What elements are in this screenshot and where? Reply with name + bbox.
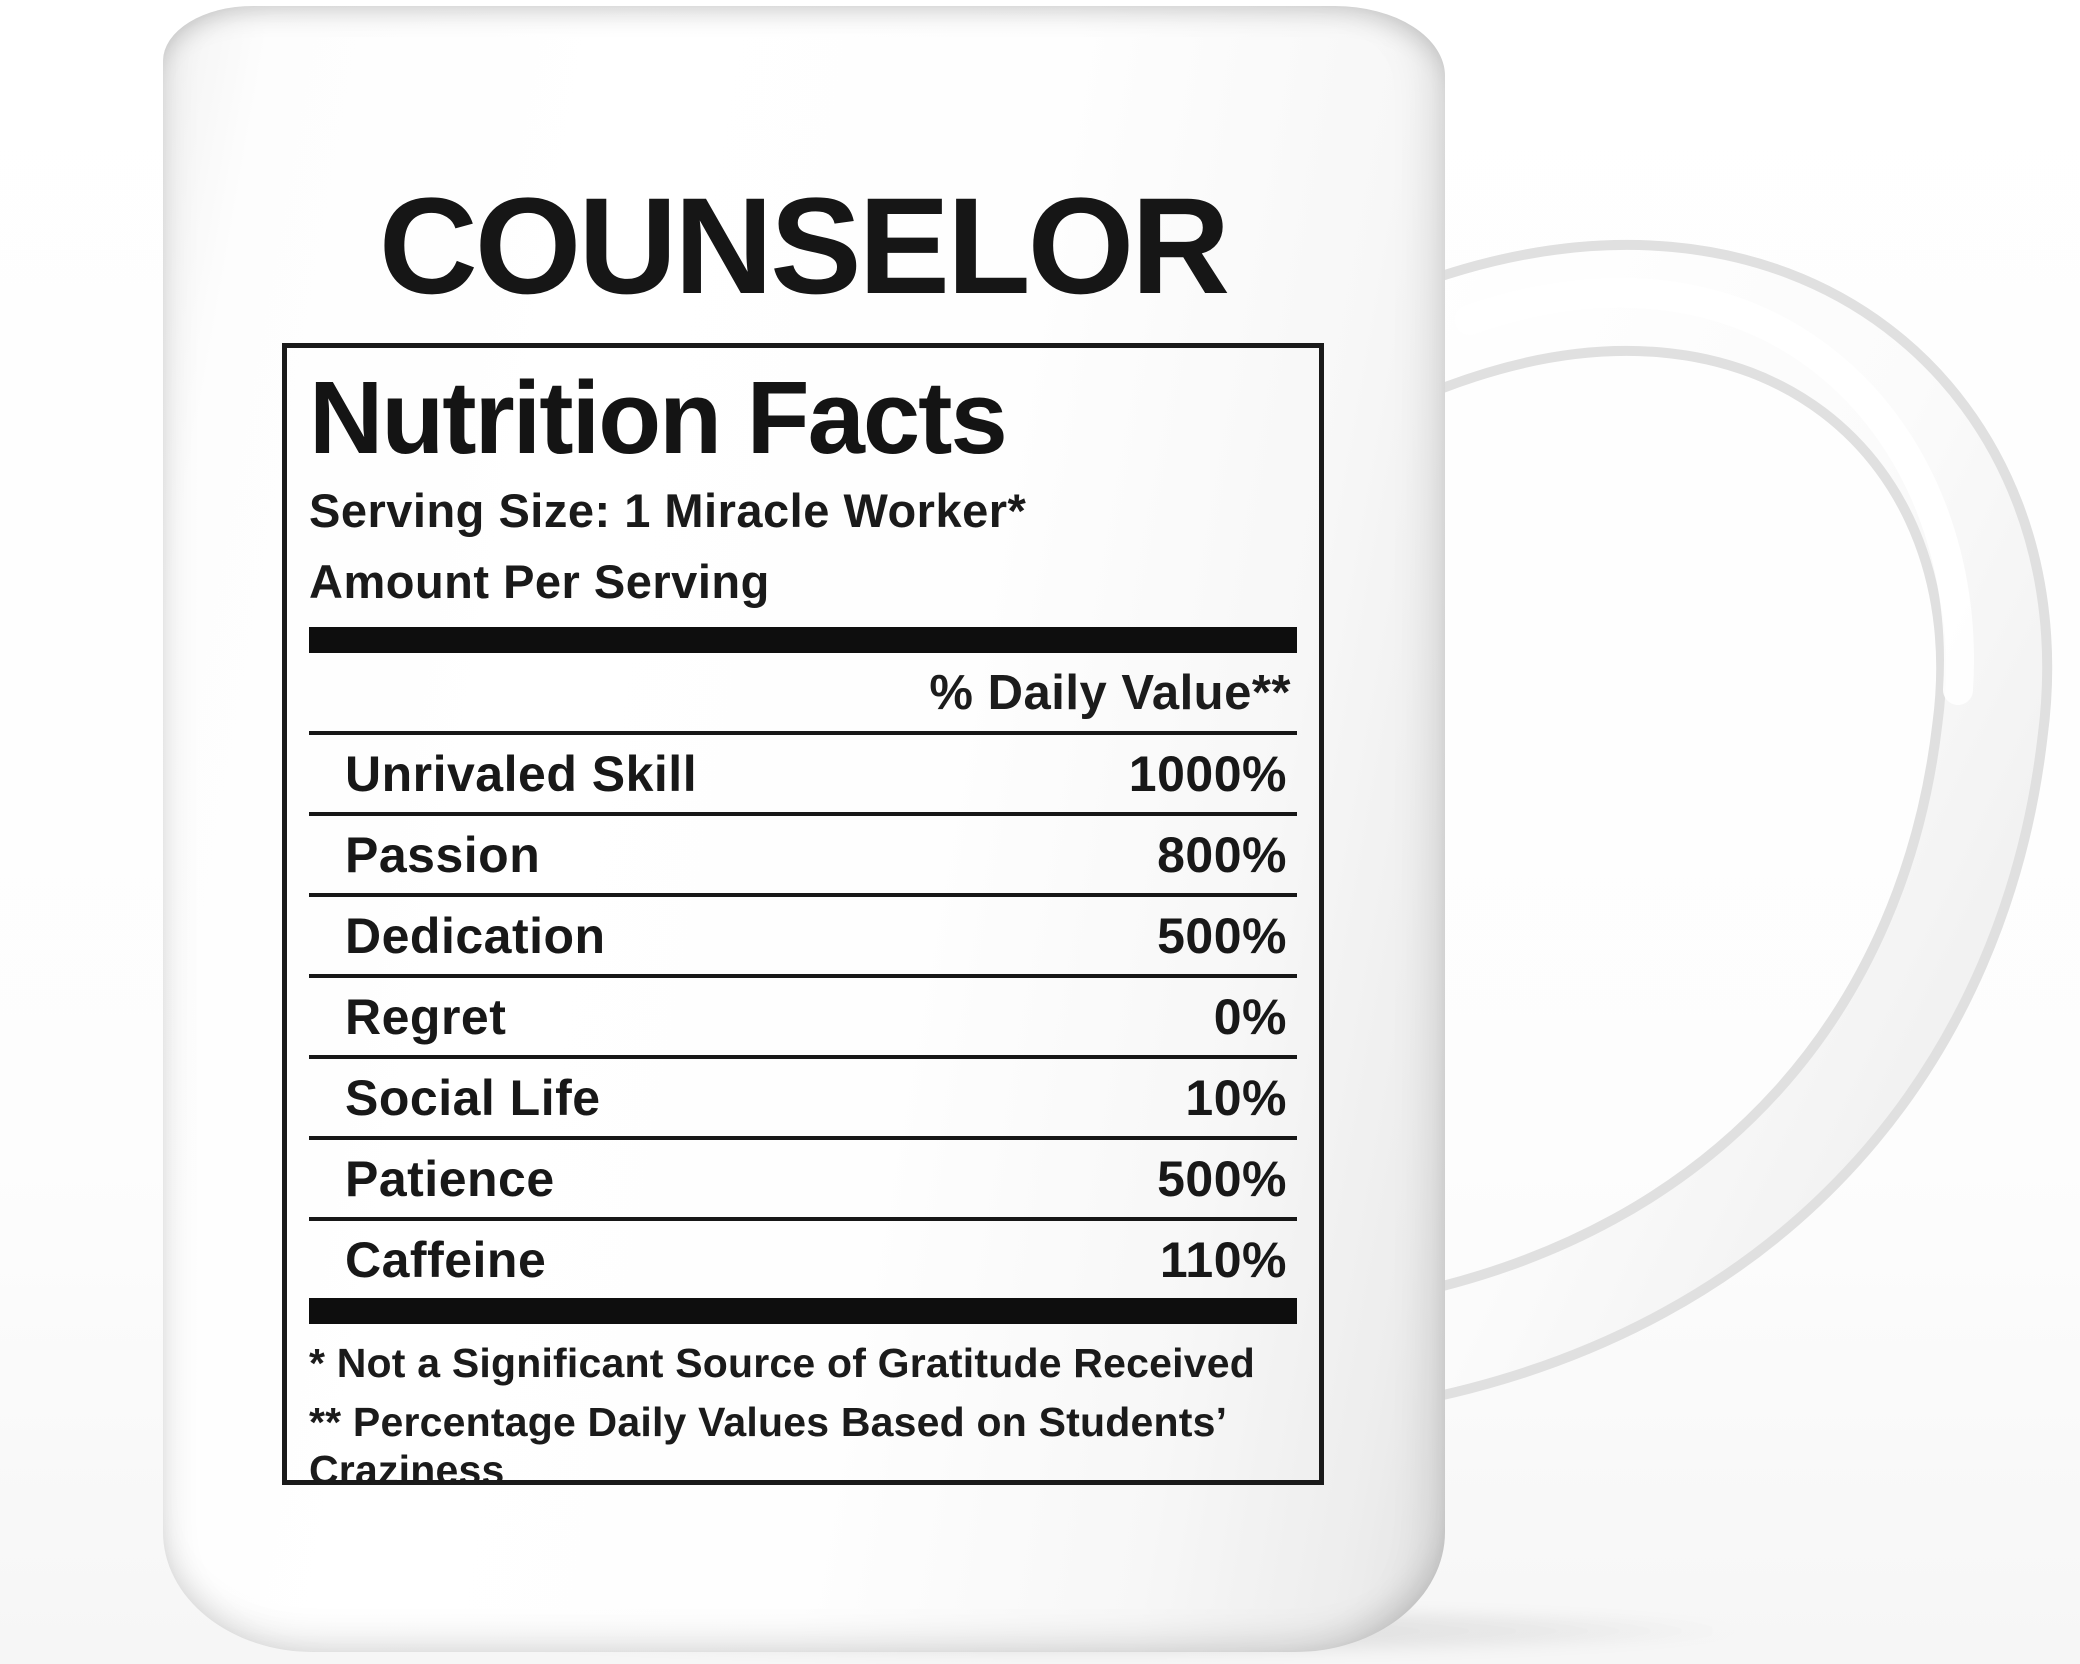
row-name: Caffeine xyxy=(345,1231,547,1288)
nutrition-facts-heading: Nutrition Facts xyxy=(309,360,1008,475)
nutrition-facts-box: Nutrition Facts Serving Size: 1 Miracle … xyxy=(282,343,1324,1493)
row-value: 800% xyxy=(1157,826,1287,883)
mug-body xyxy=(163,6,1445,1652)
table-row: Regret 0% xyxy=(309,974,1297,1055)
row-value: 0% xyxy=(1213,988,1287,1045)
table-row: Caffeine 110% xyxy=(309,1217,1297,1298)
row-value: 500% xyxy=(1157,1150,1287,1207)
table-row: Passion 800% xyxy=(309,812,1297,893)
table-row: Dedication 500% xyxy=(309,893,1297,974)
separator-bar-bottom xyxy=(309,1298,1297,1325)
serving-size-line: Serving Size: 1 Miracle Worker* xyxy=(309,484,1027,538)
row-value: 500% xyxy=(1157,907,1287,964)
amount-per-serving-line: Amount Per Serving xyxy=(309,555,770,609)
table-row: Patience 500% xyxy=(309,1136,1297,1217)
row-name: Dedication xyxy=(345,907,606,964)
mug-print-area: COUNSELOR Nutrition Facts Serving Size: … xyxy=(282,170,1324,1493)
separator-bar-top xyxy=(309,627,1297,654)
row-name: Patience xyxy=(345,1150,555,1207)
row-value: 10% xyxy=(1185,1069,1287,1126)
footnote-percentage: ** Percentage Daily Values Based on Stud… xyxy=(309,1399,1225,1493)
table-row: Social Life 10% xyxy=(309,1055,1297,1136)
footnotes: * Not a Significant Source of Gratitude … xyxy=(309,1340,1297,1493)
row-value: 110% xyxy=(1159,1231,1287,1288)
row-name: Regret xyxy=(345,988,507,1045)
row-name: Social Life xyxy=(345,1069,601,1126)
mug-title: COUNSELOR xyxy=(378,170,1230,323)
footnote-gratitude: * Not a Significant Source of Gratitude … xyxy=(309,1340,1255,1387)
daily-value-header: % Daily Value** xyxy=(309,653,1297,736)
table-row: Unrivaled Skill 1000% xyxy=(309,735,1297,812)
row-value: 1000% xyxy=(1128,745,1287,802)
handle-highlight xyxy=(1455,277,1974,705)
row-name: Passion xyxy=(345,826,541,883)
nutrition-rows: Unrivaled Skill 1000% Passion 800% Dedic… xyxy=(309,735,1297,1298)
row-name: Unrivaled Skill xyxy=(345,745,698,802)
